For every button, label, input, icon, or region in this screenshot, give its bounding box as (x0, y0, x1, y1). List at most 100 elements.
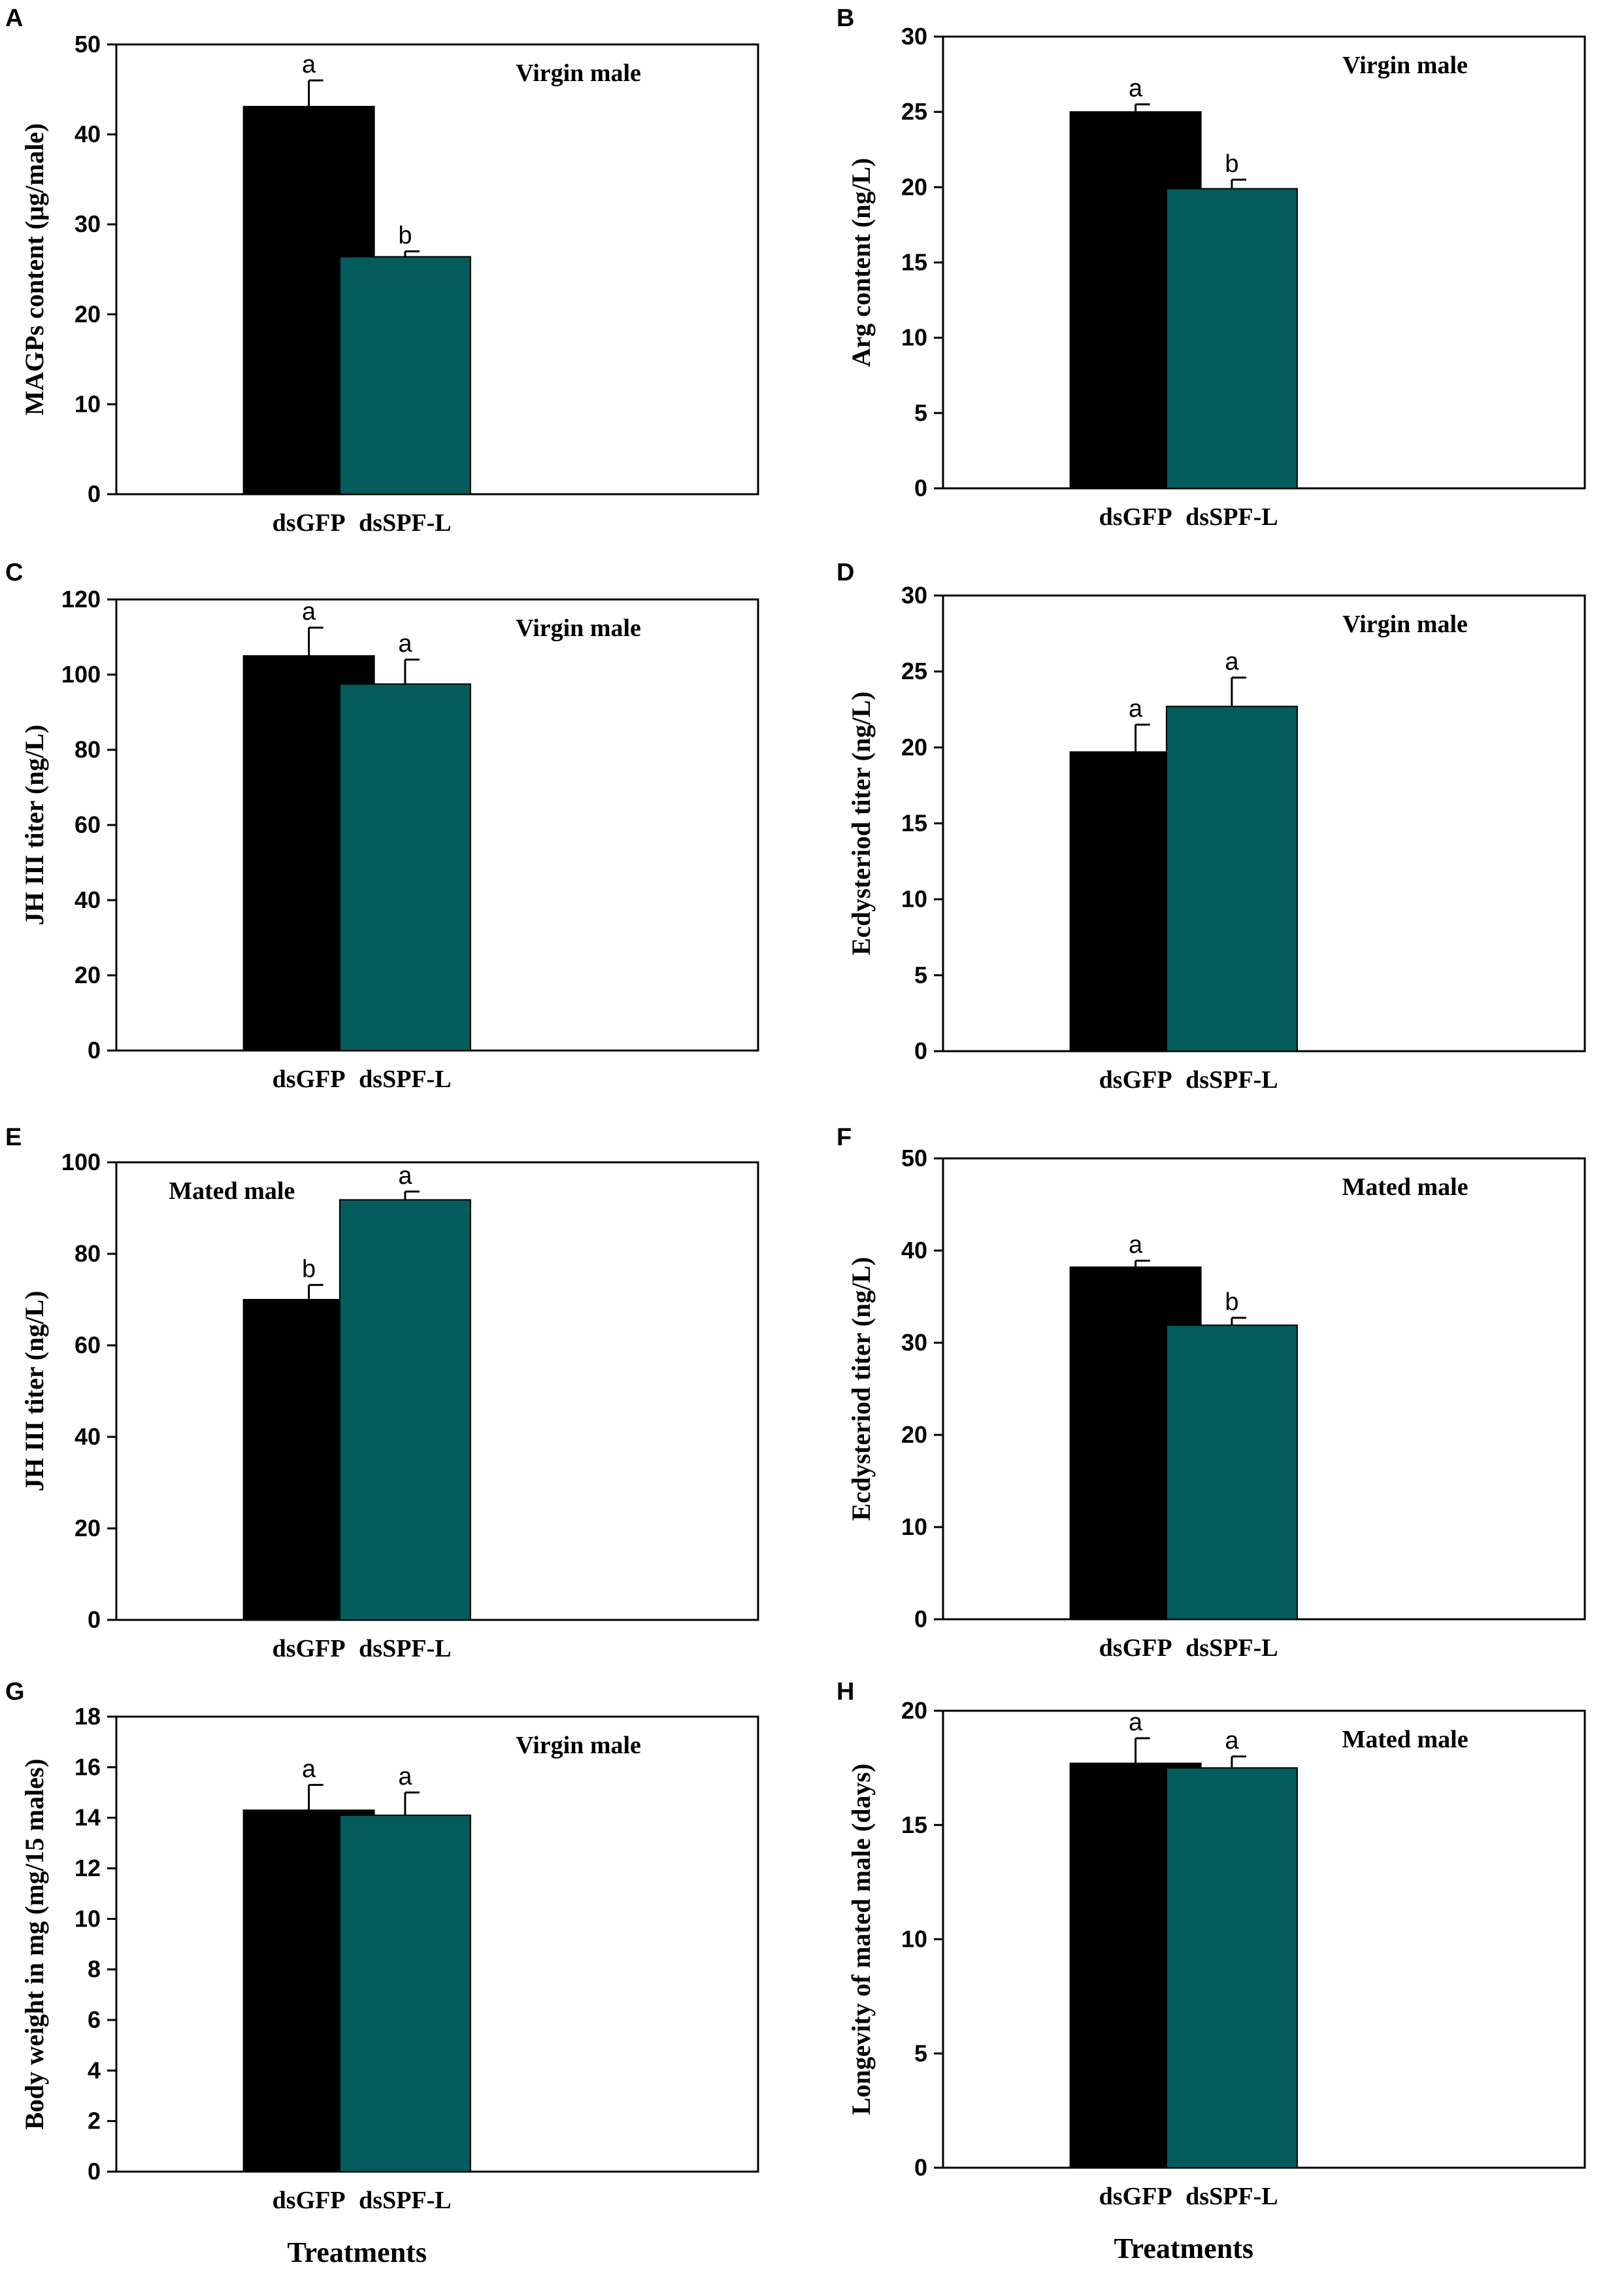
y-tick-label: 20 (901, 1697, 927, 1724)
significance-letter: a (1129, 695, 1143, 722)
category-label: dsGFP (273, 1635, 346, 1662)
y-tick-label: 120 (61, 586, 101, 613)
y-tick-label: 15 (901, 249, 927, 276)
panel-annotation: Mated male (169, 1177, 295, 1205)
y-tick-label: 30 (901, 1329, 927, 1356)
significance-letter: b (398, 222, 412, 249)
bar-dsspf-l (1165, 1324, 1298, 1620)
y-tick-label: 40 (75, 886, 101, 913)
panel-annotation: Virgin male (516, 1732, 641, 1759)
y-tick-label: 0 (88, 1037, 101, 1064)
y-tick-label: 15 (901, 810, 927, 837)
y-tick-label: 0 (88, 480, 101, 507)
panel-c: C 0 20 40 60 80 100 120 JH III titer (ng/L) a dsGF… (5, 559, 759, 1093)
panel-letter: G (5, 1678, 25, 1706)
y-tick-label: 10 (901, 1513, 927, 1540)
y-axis-label: JH III titer (ng/L) (20, 1290, 49, 1491)
y-tick-label: 50 (75, 31, 101, 58)
y-tick-label: 40 (901, 1237, 927, 1264)
significance-letter: a (398, 1763, 412, 1791)
y-tick-label: 0 (914, 1606, 927, 1632)
y-tick-label: 10 (75, 1905, 101, 1932)
panel-f: F 0 10 20 30 40 50 Ecdysteriod titer (ng/L) a dsG… (837, 1124, 1586, 1662)
y-tick-label: 20 (901, 733, 927, 760)
bar-dsspf-l (339, 1199, 471, 1621)
panel-annotation: Virgin male (1342, 52, 1468, 79)
y-tick-label: 80 (75, 736, 101, 763)
y-tick-label: 100 (61, 1149, 101, 1175)
y-tick-label: 6 (88, 2006, 101, 2033)
category-label: dsGFP (273, 509, 346, 537)
y-tick-label: 10 (901, 1926, 927, 1953)
category-label: dsGFP (1099, 2183, 1172, 2210)
significance-letter: a (302, 51, 316, 78)
significance-letter: a (398, 1162, 412, 1190)
panel-letter: C (5, 559, 23, 586)
y-tick-label: 0 (88, 2158, 101, 2185)
category-label: dsSPF-L (1185, 1066, 1278, 1094)
y-tick-label: 0 (914, 475, 927, 501)
y-tick-label: 30 (901, 582, 927, 609)
category-label: dsSPF-L (1185, 2183, 1278, 2210)
y-tick-label: 20 (75, 301, 101, 328)
y-tick-label: 0 (914, 1037, 927, 1064)
panel-annotation: Mated male (1342, 1173, 1468, 1201)
y-tick-label: 10 (901, 324, 927, 351)
y-axis-label: JH III titer (ng/L) (20, 724, 49, 925)
y-tick-label: 60 (75, 811, 101, 838)
panel-d: D 0 5 10 15 20 25 30 Ecdysteriod titer (ng/L) a ds… (837, 559, 1586, 1094)
y-tick-label: 30 (75, 210, 101, 237)
category-label: dsSPF-L (359, 2187, 451, 2214)
y-tick-label: 16 (75, 1753, 101, 1780)
panel-annotation: Mated male (1342, 1726, 1468, 1753)
y-tick-label: 20 (901, 1421, 927, 1448)
significance-letter: b (1225, 1288, 1238, 1316)
panel-letter: A (5, 5, 23, 32)
panel-annotation: Virgin male (1342, 611, 1468, 638)
y-axis-label: MAGPs content (μg/male) (20, 123, 49, 415)
y-tick-label: 100 (61, 661, 101, 688)
significance-letter: a (1129, 1709, 1143, 1736)
y-tick-label: 80 (75, 1240, 101, 1267)
category-label: dsSPF-L (359, 1066, 451, 1093)
category-label: dsSPF-L (359, 1635, 451, 1662)
y-tick-label: 2 (88, 2108, 101, 2134)
category-label: dsGFP (1099, 1066, 1172, 1094)
panel-annotation: Virgin male (516, 59, 641, 87)
significance-letter: b (302, 1256, 316, 1283)
panel-a: A 0 10 20 30 40 50 MAGPs content (μg/male) a dsGF… (5, 5, 759, 537)
category-label: dsGFP (1099, 1634, 1172, 1662)
category-label: dsSPF-L (1185, 1634, 1278, 1662)
bar-dsspf-l (1165, 705, 1298, 1052)
y-axis-label: Ecdysteriod titer (ng/L) (846, 692, 876, 956)
y-tick-label: 40 (75, 121, 101, 148)
y-tick-label: 0 (914, 2154, 927, 2181)
y-tick-label: 20 (901, 173, 927, 200)
y-tick-label: 8 (88, 1956, 101, 1983)
y-tick-label: 5 (914, 2040, 927, 2066)
x-axis-title: Treatments (1114, 2232, 1253, 2264)
significance-letter: a (1129, 1232, 1143, 1259)
category-label: dsGFP (273, 2187, 346, 2214)
panel-letter: D (837, 559, 854, 586)
y-tick-label: 50 (901, 1145, 927, 1171)
significance-letter: a (302, 1755, 316, 1783)
y-tick-label: 5 (914, 399, 927, 426)
y-axis-label: Longevity of mated male (days) (846, 1764, 876, 2115)
category-label: dsGFP (1099, 503, 1172, 531)
bar-dsspf-l (1165, 188, 1298, 489)
y-tick-label: 30 (901, 23, 927, 50)
y-tick-label: 0 (88, 1606, 101, 1633)
category-label: dsSPF-L (1185, 503, 1278, 531)
y-tick-label: 10 (901, 886, 927, 913)
y-tick-label: 15 (901, 1811, 927, 1838)
y-tick-label: 10 (75, 390, 101, 417)
bar-dsspf-l (339, 256, 471, 495)
panel-letter: F (837, 1124, 852, 1151)
bar-dsspf-l (339, 1814, 471, 2173)
bar-dsspf-l (339, 683, 471, 1051)
panel-b: B 0 5 10 15 20 25 30 Arg content (ng/L) a dsGFP b ds… (837, 5, 1586, 531)
y-tick-label: 40 (75, 1423, 101, 1450)
significance-letter: a (302, 598, 316, 626)
